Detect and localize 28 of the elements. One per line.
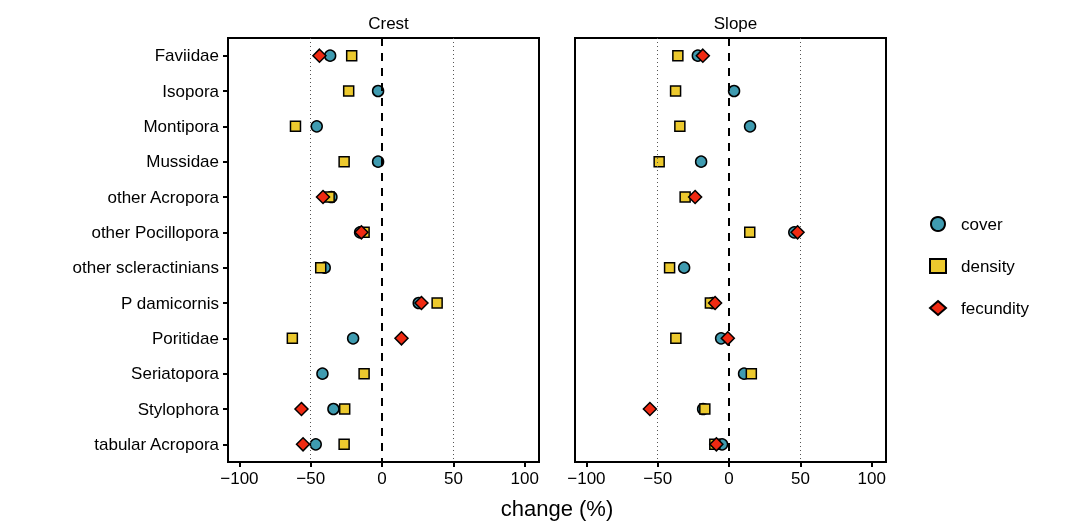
x-tick-label: 100 [857, 469, 886, 488]
y-tick-label: Isopora [162, 81, 220, 101]
y-tick-label: Mussidae [146, 152, 219, 172]
y-tick-label: other Pocillopora [91, 222, 220, 242]
y-tick-label: P damicornis [121, 293, 219, 313]
x-tick-label: −50 [296, 469, 326, 488]
x-tick-label: −50 [643, 469, 673, 488]
x-tick-label: 50 [790, 469, 810, 488]
y-tick-label: Faviidae [154, 46, 219, 66]
legend-label: density [961, 256, 1016, 276]
x-tick-label: 0 [724, 469, 734, 488]
y-tick-label: tabular Acropora [94, 434, 220, 454]
x-tick-label: −100 [567, 469, 606, 488]
y-tick-label: Seriatopora [131, 364, 220, 384]
x-tick-label: 50 [443, 469, 463, 488]
x-axis-title: change (%) [499, 496, 615, 522]
y-tick-label: other scleractinians [72, 258, 219, 278]
x-tick-label: −100 [220, 469, 259, 488]
chart-title: Crest [368, 14, 410, 33]
y-tick-label: Stylophora [137, 399, 220, 419]
y-tick-label: Poritidae [151, 328, 219, 348]
chart-title: Slope [713, 14, 758, 33]
x-tick-label: 100 [510, 469, 539, 488]
y-tick-label: Montipora [143, 116, 220, 136]
y-tick-label: other Acropora [107, 187, 220, 207]
x-tick-label: 0 [377, 469, 387, 488]
legend-label: fecundity [961, 298, 1030, 318]
legend-label: cover [961, 214, 1003, 234]
